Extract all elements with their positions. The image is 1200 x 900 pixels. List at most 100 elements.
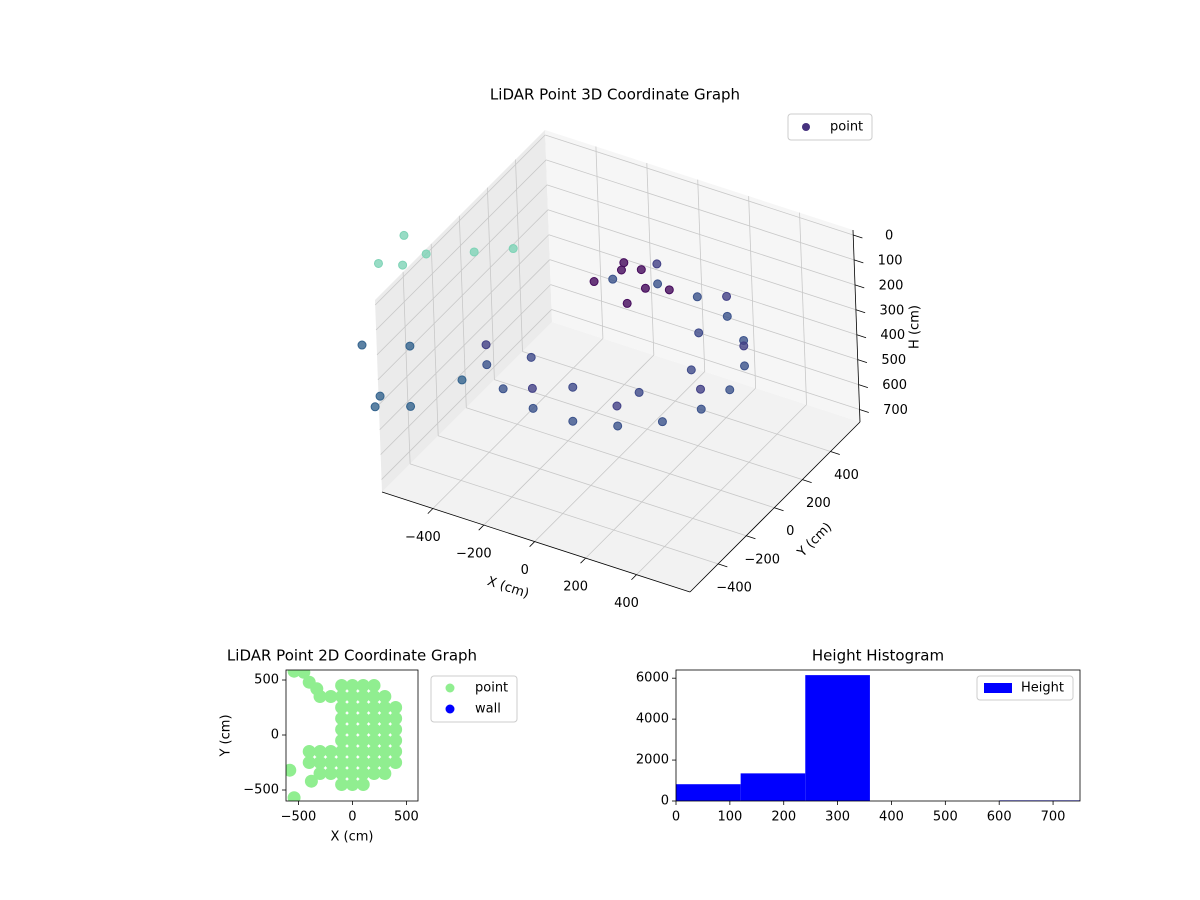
y-tick-label: −200 [744,552,780,567]
grid-line [486,187,495,380]
legend-swatch [984,683,1012,693]
point [356,778,370,792]
point [335,745,349,759]
point [335,756,349,770]
point [657,417,667,427]
chart-title: LiDAR Point 2D Coordinate Graph [227,647,477,665]
y-tick-label: 500 [254,673,279,688]
point [664,285,674,295]
point [345,778,359,792]
y-tick-label: 0 [786,524,794,539]
z-tick-label: 500 [881,353,906,368]
point [389,756,403,770]
grid-line [551,309,860,410]
grid-line [549,259,858,361]
grid-line [409,463,719,565]
x-tick [529,541,536,547]
point [481,340,491,350]
point [725,385,735,395]
point [367,712,381,726]
grid-line [545,134,854,236]
z-tick-label: 200 [879,278,904,293]
point [356,767,370,781]
z-axis-label: H (cm) [908,305,923,349]
legend-marker [802,123,810,131]
x-tick-label: 400 [879,810,904,825]
point [482,360,492,370]
y-tick-label: 2000 [636,753,669,768]
y-tick-label: −400 [716,580,752,595]
point [398,260,408,270]
point [634,387,644,397]
point [313,756,327,770]
point [527,383,537,393]
point [335,679,349,693]
point [378,723,392,737]
chart-title: LiDAR Point 3D Coordinate Graph [490,86,740,104]
bar [676,784,741,801]
point [335,734,349,748]
point [686,365,696,375]
x-tick-label: 400 [614,596,639,611]
point [356,701,370,715]
y-tick-label: 0 [661,794,669,809]
point [619,258,629,268]
grid-line [375,159,547,331]
grid-line [545,159,855,261]
point [356,679,370,693]
point [378,712,392,726]
point [405,341,415,351]
x-tick-label: 0 [521,563,529,578]
point [616,265,626,275]
point [287,791,301,801]
grid-line [430,243,439,436]
y-tick-label: 400 [834,468,859,483]
grid-line [402,271,411,464]
point [740,361,750,371]
z-tick [854,284,865,289]
axes-frame [285,669,419,802]
point [286,763,297,777]
point [389,712,403,726]
point [640,283,650,293]
point [367,690,381,704]
grid-line [697,179,706,372]
point [356,723,370,737]
point [526,352,536,362]
bar [740,773,806,801]
point [378,745,392,759]
grid-line [522,351,831,452]
point [508,244,518,254]
legend-label: Height [1021,681,1064,696]
point [367,701,381,715]
point [389,734,403,748]
point [722,311,732,321]
point [367,734,381,748]
z-tick [855,309,866,314]
y-tick [717,563,728,568]
grid-line [515,159,523,352]
point [324,767,338,781]
legend-marker [445,704,455,714]
point [335,690,349,704]
point [373,258,383,268]
x-tick-label: 600 [987,810,1012,825]
x-tick [580,557,586,564]
point [722,291,732,301]
grid-line [377,209,549,381]
x-tick-label: 0 [672,810,680,825]
grid-line [548,234,857,336]
point [345,690,359,704]
point [612,401,622,411]
point [345,767,359,781]
x-tick-label: 300 [825,810,850,825]
z-tick-label: 600 [882,378,907,393]
point [498,384,508,394]
legend-box [787,113,873,141]
y-tick-label: 4000 [636,712,669,727]
point [356,745,370,759]
point [345,679,359,693]
grid-line [376,184,548,356]
